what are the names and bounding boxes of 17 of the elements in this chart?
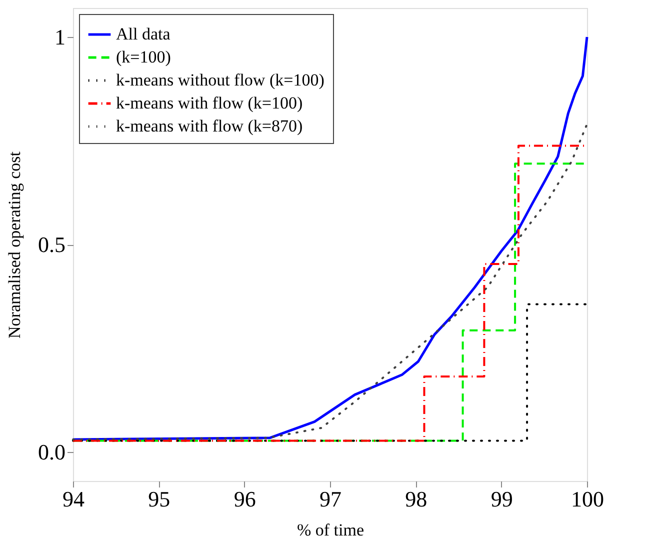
legend-label: All data (116, 24, 171, 44)
x-tick-label: 97 (320, 486, 342, 512)
x-tick-label: 100 (571, 486, 604, 512)
y-tick-label: 0.0 (38, 439, 66, 464)
x-axis-title: % of time (296, 520, 364, 540)
legend-label: k-means without flow (k=100) (116, 70, 324, 90)
legend-label: k-means with flow (k=100) (116, 94, 303, 112)
x-tick-label: 95 (148, 486, 170, 512)
y-tick-label: 1 (54, 24, 66, 50)
x-tick-label: 94 (62, 486, 84, 512)
x-tick-label: 99 (490, 486, 513, 512)
legend-label: k-means with flow (k=870) (116, 116, 303, 136)
x-tick-label: 96 (234, 486, 256, 512)
x-tick-label: 98 (405, 486, 428, 512)
legend-label: (k=100) (116, 48, 171, 66)
y-tick-label: 0.5 (38, 232, 66, 257)
y-axis-title: Noramalised operating cost (5, 151, 24, 338)
